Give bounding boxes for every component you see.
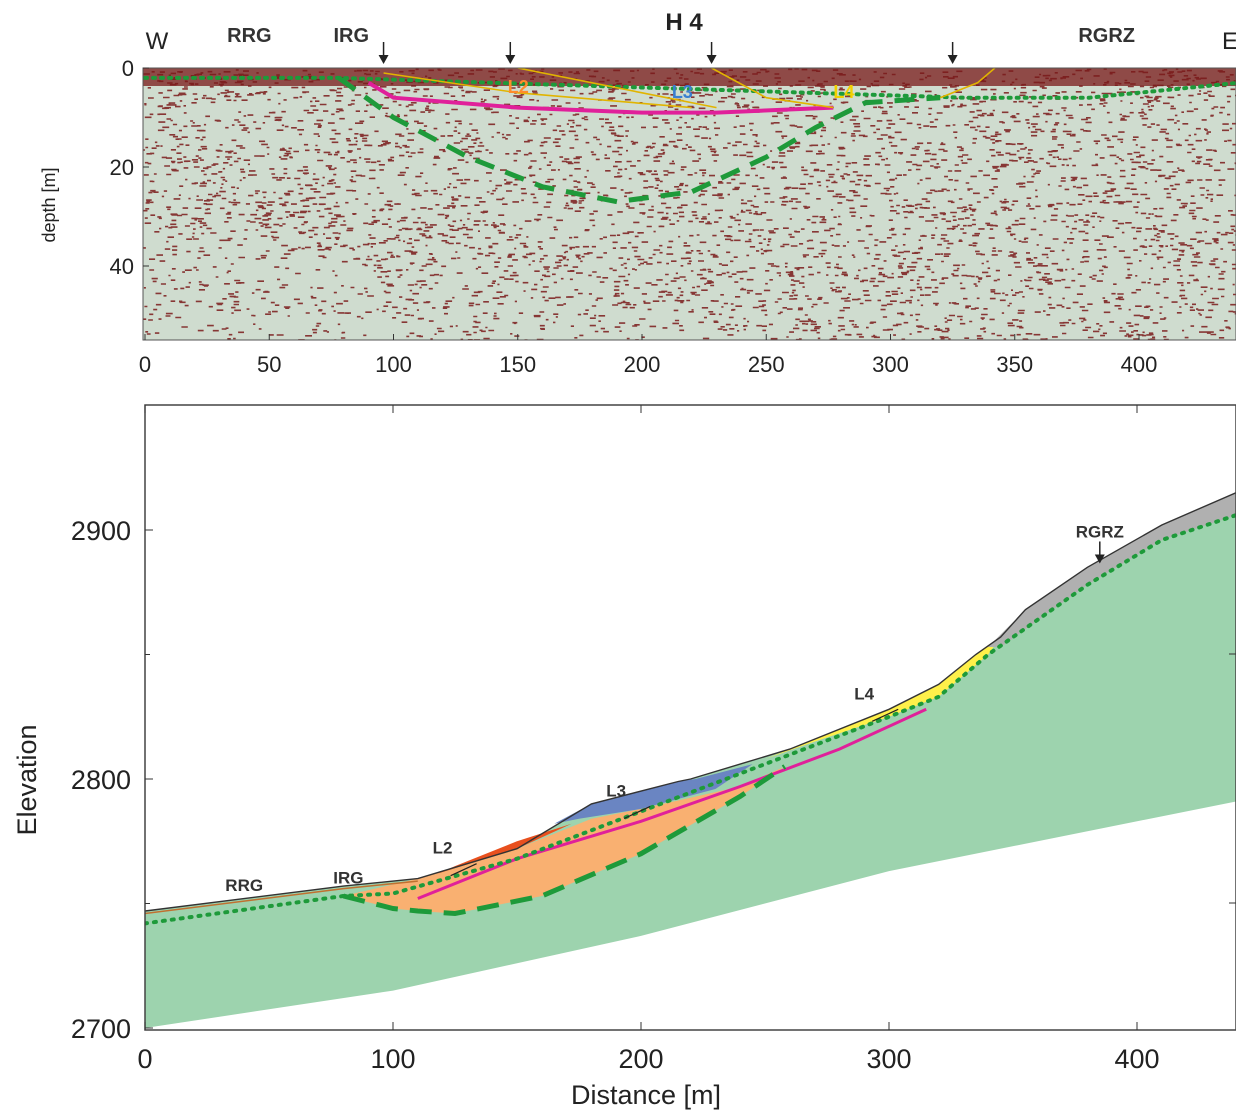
radargram-layer-boundary-2 bbox=[711, 68, 834, 109]
layer-l2-body bbox=[343, 766, 785, 914]
radargram-y-tick-label: 20 bbox=[110, 155, 134, 180]
ground-surface-line bbox=[145, 491, 1236, 912]
down-arrow-head-icon bbox=[378, 55, 389, 64]
bedrock-dotted-line bbox=[145, 513, 1236, 926]
radargram-noise-marks bbox=[143, 68, 1236, 340]
radargram-layer-boundary-1 bbox=[517, 68, 717, 109]
radargram-interfaces: L2 L3 L4 bbox=[143, 68, 1236, 205]
cross-section-annotation-rgrz: RGRZ bbox=[1076, 522, 1124, 541]
down-arrow-head-icon bbox=[1094, 554, 1105, 564]
movement-arrow-icon bbox=[623, 805, 651, 819]
radargram-y-tick-label: 40 bbox=[110, 254, 134, 279]
chart-title: H 4 bbox=[665, 9, 703, 36]
cross-section-panel: 0 100 200 300 400 2700 2800 2900 RRG IRG L2 L3 L4 RG… bbox=[12, 404, 1236, 1110]
cross-section-annotation-irg: IRG bbox=[333, 869, 363, 888]
radargram-x-tick-label: 50 bbox=[257, 352, 281, 377]
cross-section-y-tick-label: 2700 bbox=[71, 1014, 131, 1044]
radargram-x-tick-label: 150 bbox=[499, 352, 536, 377]
radargram-dashed-bedrock-line bbox=[337, 75, 941, 205]
radargram-x-tick-label: 400 bbox=[1121, 352, 1158, 377]
direction-west-label: W bbox=[146, 28, 169, 55]
cross-section-axes: 0 100 200 300 400 2700 2800 2900 bbox=[71, 405, 1236, 1074]
cross-section-y-axis-label: Elevation bbox=[12, 724, 42, 835]
layer-l3-body bbox=[554, 764, 753, 824]
cross-section-annotations: RRG IRG L2 L3 L4 RGRZ bbox=[225, 522, 1124, 895]
cross-section-x-axis-label: Distance [m] bbox=[571, 1080, 721, 1110]
movement-arrow-icon bbox=[871, 708, 899, 722]
radargram-annotation-irg: IRG bbox=[333, 25, 369, 47]
direction-east-label: E bbox=[1222, 28, 1236, 55]
cross-section-frame bbox=[144, 404, 1236, 1031]
radargram-layer-label-l4: L4 bbox=[833, 82, 854, 102]
radargram-y-axis-label: depth [m] bbox=[39, 167, 59, 242]
radargram-x-tick-label: 0 bbox=[139, 352, 151, 377]
radargram-annotation-rrg: RRG bbox=[227, 25, 271, 47]
radargram-layer-boundary-0 bbox=[383, 72, 692, 109]
cross-section-y-tick-label: 2900 bbox=[71, 516, 131, 546]
radargram-slip-surface-line bbox=[367, 81, 834, 115]
radargram-layer-label-l3: L3 bbox=[672, 82, 693, 102]
down-arrow-head-icon bbox=[706, 55, 717, 64]
radargram-x-tick-label: 100 bbox=[375, 352, 412, 377]
radargram-x-tick-label: 250 bbox=[748, 352, 785, 377]
radargram-arrows bbox=[378, 42, 958, 64]
cross-section-annotation-l4: L4 bbox=[854, 684, 874, 703]
radargram-x-tick-label: 350 bbox=[996, 352, 1033, 377]
bedrock-area bbox=[145, 492, 1236, 1028]
radargram-frame bbox=[142, 67, 1236, 341]
cross-section-x-tick-label: 100 bbox=[370, 1044, 415, 1074]
cross-section-x-tick-label: 200 bbox=[618, 1044, 663, 1074]
radargram-axes: 0 50 100 150 200 250 300 350 400 0 20 40 bbox=[110, 56, 1158, 377]
cross-section-x-tick-label: 400 bbox=[1114, 1044, 1159, 1074]
radargram-annotations: RRG IRG RGRZ bbox=[227, 25, 1135, 47]
cross-section-x-tick-label: 0 bbox=[137, 1044, 152, 1074]
cross-section-x-tick-label: 300 bbox=[866, 1044, 911, 1074]
bedrock-dashed-line bbox=[342, 764, 787, 917]
down-arrow-head-icon bbox=[947, 55, 958, 64]
radargram-y-tick-label: 0 bbox=[122, 56, 134, 81]
radargram-x-tick-label: 200 bbox=[624, 352, 661, 377]
cross-section-annotation-l3: L3 bbox=[606, 781, 626, 800]
radargram-x-tick-label: 300 bbox=[872, 352, 909, 377]
cross-section-annotation-l2: L2 bbox=[433, 839, 453, 858]
cross-section-layers bbox=[145, 491, 1236, 1028]
radargram-layer-boundary-3 bbox=[939, 68, 996, 99]
movement-arrow-icon bbox=[450, 863, 477, 877]
cross-section-annotation-rrg: RRG bbox=[225, 876, 263, 895]
radargram-annotation-rgrz: RGRZ bbox=[1078, 25, 1135, 47]
cross-section-y-tick-label: 2800 bbox=[71, 765, 131, 795]
radargram-dotted-bedrock-line bbox=[143, 75, 1236, 100]
surface-rrg-line bbox=[145, 880, 418, 915]
radargram-panel: L2 L3 L4 0 50 100 150 200 250 300 350 400 0 20 40 H 4… bbox=[39, 9, 1236, 377]
down-arrow-head-icon bbox=[505, 55, 516, 64]
radargram-layer-label-l2: L2 bbox=[508, 77, 529, 97]
